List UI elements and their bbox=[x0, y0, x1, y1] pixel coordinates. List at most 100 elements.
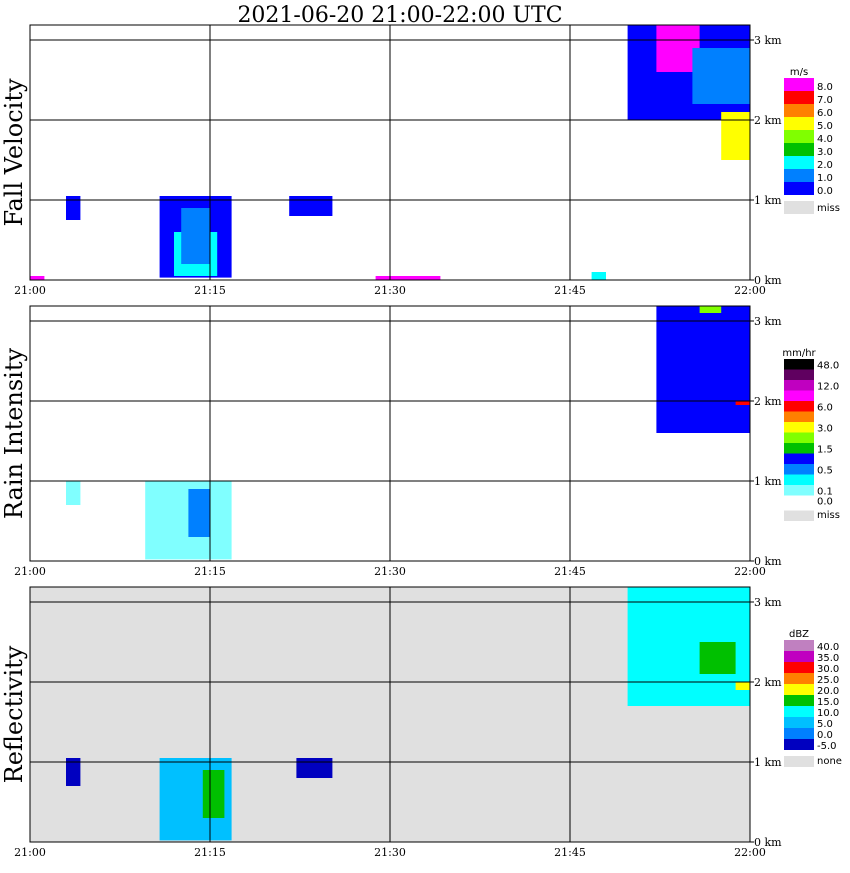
reflectivity-legend-swatch-9 bbox=[784, 739, 814, 750]
reflectivity-x-tick-3: 21:45 bbox=[554, 846, 586, 859]
reflectivity-legend-label-2: 30.0 bbox=[817, 664, 839, 675]
fall-velocity-legend-label-7: 1.0 bbox=[817, 173, 833, 184]
rain-intensity-legend-label-10: 0.5 bbox=[817, 466, 833, 477]
fall-velocity-echo-0 bbox=[66, 196, 81, 220]
fall-velocity-x-tick-3: 21:45 bbox=[554, 284, 586, 297]
rain-intensity-echo-3 bbox=[656, 306, 750, 433]
rain-intensity-legend-swatch-10 bbox=[784, 464, 814, 475]
reflectivity-legend-label-7: 5.0 bbox=[817, 719, 833, 730]
rain-intensity-legend-unit: mm/hr bbox=[782, 348, 816, 359]
reflectivity-y-tick-3: 3 km bbox=[754, 596, 782, 609]
rain-intensity-y-tick-1: 1 km bbox=[754, 475, 782, 488]
rain-intensity-legend-swatch-3 bbox=[784, 390, 814, 401]
rain-intensity-x-tick-1: 21:15 bbox=[194, 565, 226, 578]
fall-velocity-legend-swatch-8 bbox=[784, 182, 814, 195]
rain-intensity-legend-missing-label: miss bbox=[817, 510, 840, 521]
fall-velocity-legend-swatch-6 bbox=[784, 156, 814, 169]
rain-intensity-x-tick-2: 21:30 bbox=[374, 565, 406, 578]
fall-velocity-legend-missing-label: miss bbox=[817, 203, 840, 214]
rain-intensity-title: Rain Intensity bbox=[0, 348, 28, 520]
rain-intensity-frame bbox=[29, 305, 751, 562]
rain-intensity-y-tick-3: 3 km bbox=[754, 315, 782, 328]
reflectivity-y-tick-1: 1 km bbox=[754, 756, 782, 769]
rain-intensity-legend-swatch-0 bbox=[784, 359, 814, 370]
rain-intensity-legend-label-12: 0.1 bbox=[817, 487, 833, 498]
fall-velocity-legend-label-0: 8.0 bbox=[817, 82, 833, 93]
rain-intensity-x-tick-0: 21:00 bbox=[14, 565, 46, 578]
fall-velocity-x-tick-2: 21:30 bbox=[374, 284, 406, 297]
fall-velocity-legend-swatch-3 bbox=[784, 117, 814, 130]
fall-velocity-y-tick-3: 3 km bbox=[754, 34, 782, 47]
fall-velocity-legend-swatch-2 bbox=[784, 104, 814, 117]
rain-intensity-y-tick-0: 0 km bbox=[754, 555, 782, 568]
rain-intensity-legend-zero: 0.0 bbox=[817, 497, 833, 508]
reflectivity-legend-unit: dBZ bbox=[789, 629, 809, 640]
reflectivity-echo-0 bbox=[66, 758, 81, 786]
rain-intensity-legend-swatch-2 bbox=[784, 380, 814, 391]
fall-velocity-legend-missing-swatch bbox=[784, 201, 814, 214]
rain-intensity-legend-swatch-7 bbox=[784, 432, 814, 443]
fall-velocity-x-tick-4: 22:00 bbox=[734, 284, 766, 297]
fall-velocity-legend-label-2: 6.0 bbox=[817, 108, 833, 119]
reflectivity-echo-3 bbox=[296, 758, 333, 778]
reflectivity-frame bbox=[29, 586, 751, 843]
rain-intensity-legend-swatch-8 bbox=[784, 443, 814, 454]
reflectivity-x-tick-4: 22:00 bbox=[734, 846, 766, 859]
fall-velocity-legend-label-8: 0.0 bbox=[817, 186, 833, 197]
rain-intensity-legend-swatch-4 bbox=[784, 401, 814, 412]
fall-velocity-y-tick-1: 1 km bbox=[754, 194, 782, 207]
fall-velocity-legend-label-4: 4.0 bbox=[817, 134, 833, 145]
reflectivity-echo-6 bbox=[735, 682, 750, 690]
fall-velocity-echo-6 bbox=[375, 276, 441, 280]
reflectivity-legend-label-5: 15.0 bbox=[817, 697, 839, 708]
reflectivity-legend-swatch-6 bbox=[784, 706, 814, 717]
fall-velocity-x-tick-1: 21:15 bbox=[194, 284, 226, 297]
reflectivity-legend-swatch-1 bbox=[784, 651, 814, 662]
rain-intensity-echo-0 bbox=[66, 481, 81, 505]
fall-velocity-echo-7 bbox=[591, 272, 606, 280]
fall-velocity-legend-label-1: 7.0 bbox=[817, 95, 833, 106]
fall-velocity-frame bbox=[29, 24, 751, 281]
reflectivity-x-tick-0: 21:00 bbox=[14, 846, 46, 859]
chart-title: 2021-06-20 21:00-22:00 UTC bbox=[237, 3, 562, 28]
reflectivity-legend-label-6: 10.0 bbox=[817, 708, 839, 719]
fall-velocity-x-tick-0: 21:00 bbox=[14, 284, 46, 297]
rain-intensity-legend-missing-swatch bbox=[784, 510, 814, 521]
reflectivity-legend-swatch-2 bbox=[784, 662, 814, 673]
reflectivity-x-tick-2: 21:30 bbox=[374, 846, 406, 859]
rain-intensity-legend-swatch-11 bbox=[784, 474, 814, 485]
reflectivity-y-tick-0: 0 km bbox=[754, 836, 782, 849]
fall-velocity-echo-4 bbox=[289, 196, 333, 216]
rain-intensity-x-tick-4: 22:00 bbox=[734, 565, 766, 578]
rain-intensity-x-tick-3: 21:45 bbox=[554, 565, 586, 578]
rain-intensity-legend-label-8: 1.5 bbox=[817, 445, 833, 456]
rain-intensity-legend-swatch-6 bbox=[784, 422, 814, 433]
fall-velocity-echo-5 bbox=[30, 276, 45, 280]
reflectivity-legend-swatch-5 bbox=[784, 695, 814, 706]
fall-velocity-legend-swatch-5 bbox=[784, 143, 814, 156]
fall-velocity-title: Fall Velocity bbox=[0, 78, 28, 227]
rain-intensity-echo-4 bbox=[699, 306, 722, 313]
rain-intensity-echo-2 bbox=[188, 489, 210, 537]
reflectivity-echo-5 bbox=[699, 642, 736, 674]
reflectivity-legend-label-0: 40.0 bbox=[817, 642, 839, 653]
rain-intensity-legend-swatch-5 bbox=[784, 411, 814, 422]
reflectivity-legend-label-8: 0.0 bbox=[817, 730, 833, 741]
fall-velocity-y-tick-2: 2 km bbox=[754, 114, 782, 127]
reflectivity-legend-label-1: 35.0 bbox=[817, 653, 839, 664]
rain-intensity-echo-5 bbox=[735, 401, 750, 405]
rain-intensity-legend-swatch-1 bbox=[784, 369, 814, 380]
fall-velocity-legend-label-3: 5.0 bbox=[817, 121, 833, 132]
reflectivity-legend-swatch-7 bbox=[784, 717, 814, 728]
reflectivity-legend-missing-swatch bbox=[784, 756, 814, 767]
reflectivity-legend-swatch-8 bbox=[784, 728, 814, 739]
fall-velocity-legend-label-5: 3.0 bbox=[817, 147, 833, 158]
fall-velocity-echo-3 bbox=[181, 208, 210, 264]
reflectivity-legend-label-9: -5.0 bbox=[817, 741, 837, 752]
rain-intensity-legend-label-4: 6.0 bbox=[817, 403, 833, 414]
reflectivity-x-tick-1: 21:15 bbox=[194, 846, 226, 859]
reflectivity-echo-2 bbox=[202, 770, 225, 818]
fall-velocity-legend-unit: m/s bbox=[790, 67, 808, 78]
rain-intensity-legend-label-6: 3.0 bbox=[817, 424, 833, 435]
